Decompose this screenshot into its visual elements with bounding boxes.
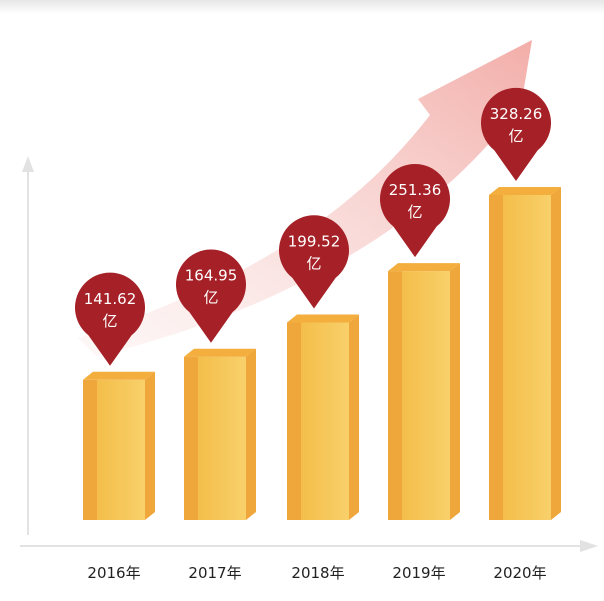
top-edge-shadow [0, 0, 604, 14]
bar-front-face [198, 356, 246, 520]
bar-left-shade [184, 356, 198, 520]
bar-top-face [489, 187, 561, 195]
bar [489, 187, 561, 520]
value-pin-shape [380, 163, 451, 258]
x-tick-label: 2018年 [291, 564, 344, 582]
bar-front-face [503, 195, 551, 520]
bar-side-face [349, 314, 359, 520]
bar [388, 263, 460, 520]
value-pin: 199.52 亿 [278, 215, 349, 309]
value-unit-label: 亿 [102, 312, 117, 330]
bar-top-face [184, 348, 256, 357]
trend-arrow [78, 40, 532, 356]
x-tick-label: 2017年 [188, 564, 241, 582]
bar [184, 348, 256, 520]
bar-top-face [388, 263, 460, 272]
value-pin-shape [176, 249, 246, 343]
bar-front-face [402, 271, 450, 520]
bar-front-face [301, 322, 349, 520]
value-pin-shape [278, 215, 349, 309]
bar-left-shade [83, 379, 97, 520]
value-pin: 164.95 亿 [176, 249, 246, 343]
value-pin: 251.36 亿 [380, 163, 451, 258]
value-unit-label: 亿 [203, 289, 218, 307]
value-pin-shape [74, 272, 145, 366]
bar-side-face [246, 348, 256, 520]
y-axis-arrowhead [22, 156, 34, 172]
value-unit-label: 亿 [306, 254, 321, 272]
x-axis-arrowhead [580, 540, 598, 552]
value-label: 141.62 [84, 290, 137, 308]
bar [287, 314, 359, 520]
x-tick-label: 2019年 [392, 564, 445, 582]
x-tick-label: 2016年 [87, 564, 140, 582]
bar-left-shade [489, 195, 503, 520]
bar-side-face [450, 263, 460, 520]
bar [83, 371, 155, 520]
value-label: 199.52 [288, 232, 341, 250]
bar-front-face [97, 379, 145, 520]
bar-side-face [551, 187, 561, 520]
value-label: 164.95 [185, 267, 238, 285]
bar-left-shade [388, 271, 402, 520]
value-label: 328.26 [490, 105, 543, 123]
bar-left-shade [287, 322, 301, 520]
bar-top-face [287, 314, 359, 323]
value-pin: 141.62 亿 [74, 272, 145, 366]
x-tick-label: 2020年 [493, 564, 546, 582]
value-unit-label: 亿 [407, 203, 422, 221]
value-pin: 328.26 亿 [481, 87, 551, 181]
bar-top-face [83, 371, 155, 380]
value-pin-shape [481, 87, 551, 181]
value-label: 251.36 [389, 181, 442, 199]
bar-side-face [145, 371, 155, 520]
value-unit-label: 亿 [508, 127, 523, 145]
